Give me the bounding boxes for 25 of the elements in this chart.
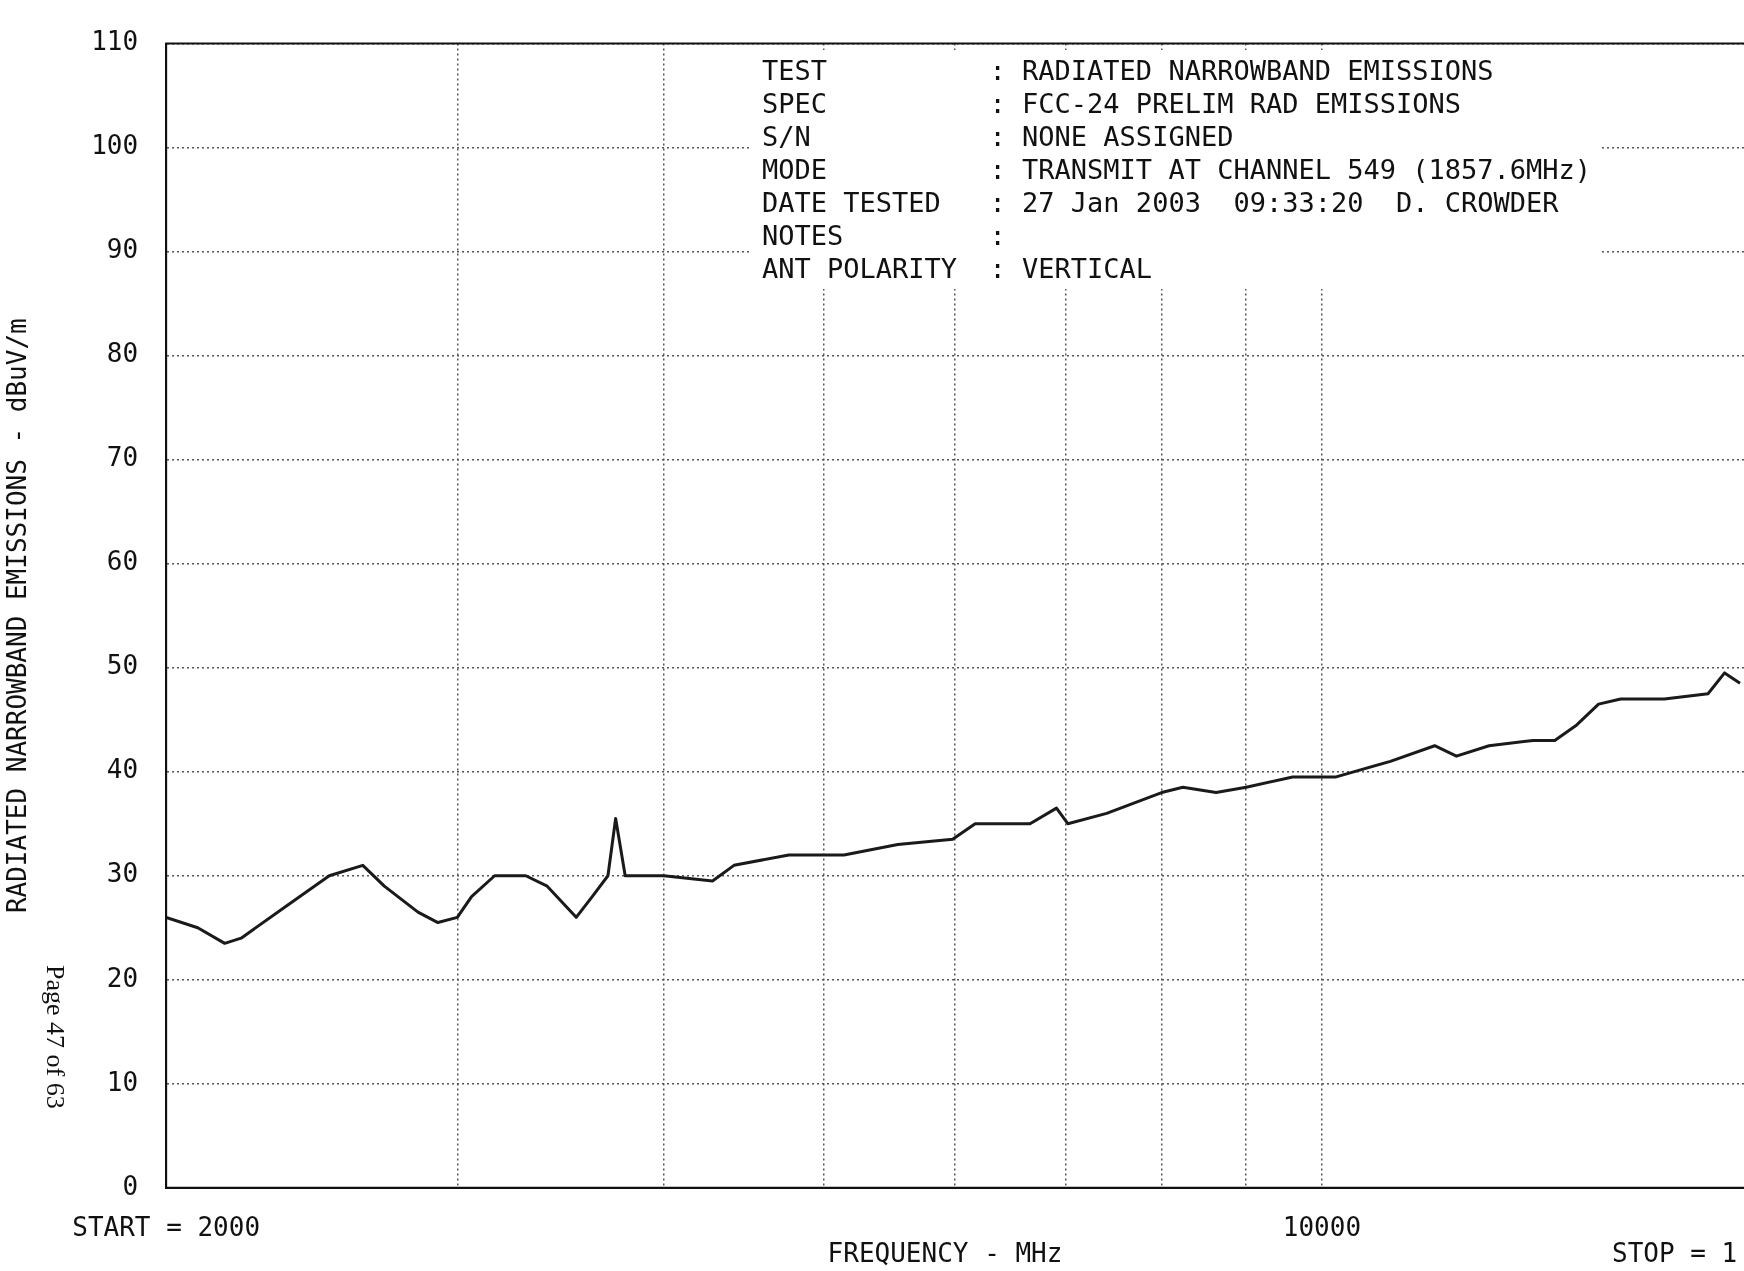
annotation: TEST : RADIATED NARROWBAND EMISSIONS xyxy=(762,55,1494,86)
y-tick-label: 100 xyxy=(91,130,139,161)
x-axis-title: FREQUENCY - MHz xyxy=(827,1238,1063,1268)
y-tick-label: 70 xyxy=(106,442,139,473)
x-tick-label: START = 2000 xyxy=(72,1212,261,1243)
annotation: SPEC : FCC-24 PRELIM RAD EMISSIONS xyxy=(762,88,1461,119)
y-axis-title: RADIATED NARROWBAND EMISSIONS - dBuV/m xyxy=(2,318,33,914)
y-tick-label: 80 xyxy=(106,338,139,369)
text: STOP = 1 xyxy=(1612,1238,1738,1268)
x-tick-label: 10000 xyxy=(1282,1212,1362,1243)
y-tick-label: 90 xyxy=(106,234,139,265)
annotation: S/N : NONE ASSIGNED xyxy=(762,121,1234,152)
y-tick-label: 0 xyxy=(122,1170,139,1201)
annotation: NOTES : xyxy=(762,220,1006,251)
y-tick-label: 10 xyxy=(106,1066,139,1097)
annotation: DATE TESTED : 27 Jan 2003 09:33:20 D. CROWDER xyxy=(762,187,1559,218)
y-tick-label: 30 xyxy=(106,858,139,889)
y-tick-label: 20 xyxy=(106,962,139,993)
text: Page 47 of 63 xyxy=(40,965,70,1109)
annotation: MODE : TRANSMIT AT CHANNEL 549 (1857.6MHz) xyxy=(762,154,1592,185)
y-tick-label: 60 xyxy=(106,546,139,577)
annotation: ANT POLARITY : VERTICAL xyxy=(762,253,1153,284)
y-tick-label: 110 xyxy=(91,26,139,57)
y-tick-label: 50 xyxy=(106,650,139,681)
y-tick-label: 40 xyxy=(106,754,139,785)
